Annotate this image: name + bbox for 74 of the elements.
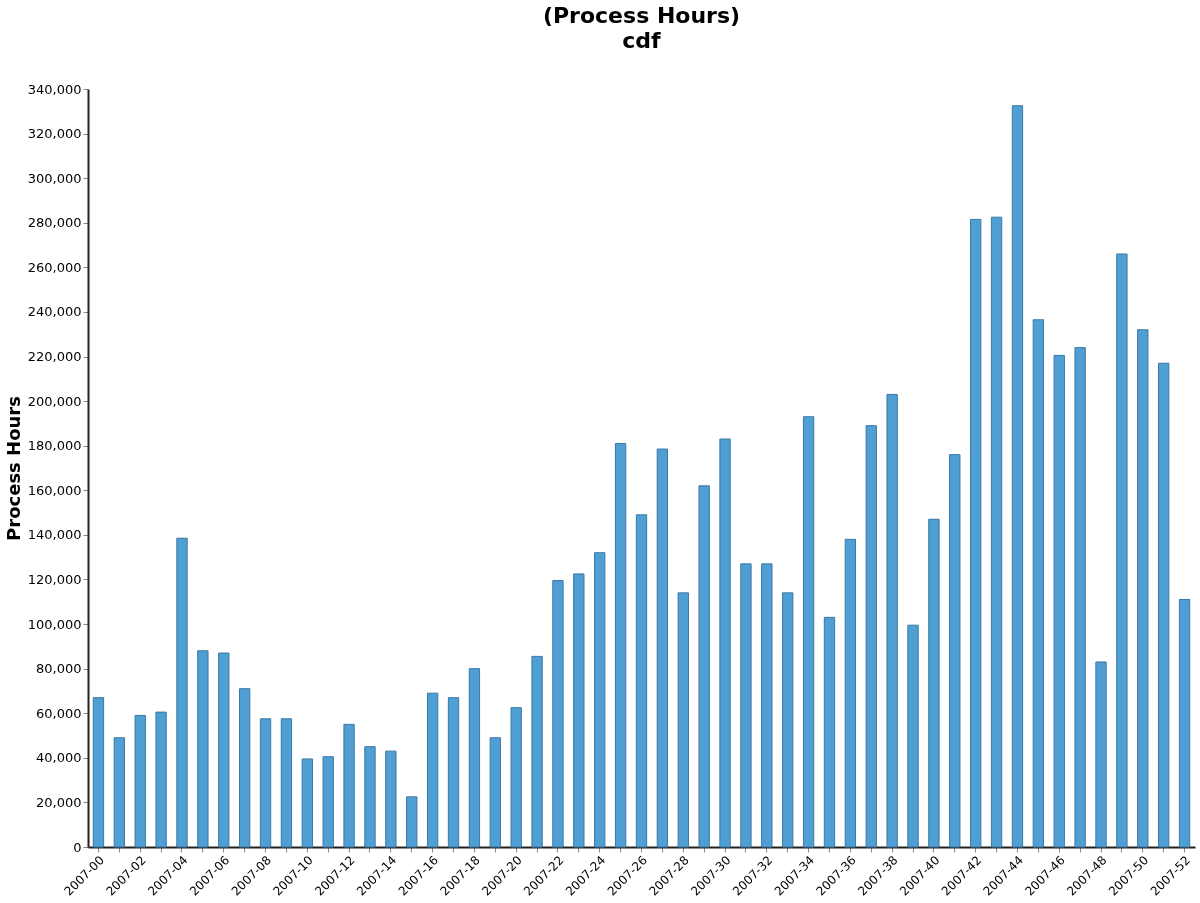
bar: [280, 718, 293, 848]
y-tick-label: 180,000: [27, 438, 82, 454]
bar: [1011, 105, 1024, 848]
y-tick-label: 160,000: [27, 482, 82, 498]
chart-subtitle: cdf: [622, 28, 662, 53]
bar: [155, 711, 167, 848]
y-tick-label: 40,000: [36, 750, 82, 766]
y-tick-label: 300,000: [27, 170, 82, 186]
bar: [970, 218, 982, 848]
bar: [1158, 362, 1170, 848]
bar: [949, 454, 961, 848]
bar: [886, 393, 898, 848]
bar: [1032, 319, 1045, 848]
bar: [844, 538, 857, 848]
bar: [740, 563, 752, 848]
bar: [364, 746, 376, 848]
bar: [656, 448, 669, 848]
y-tick-label: 140,000: [27, 527, 82, 543]
bar: [1178, 599, 1191, 848]
bar: [928, 518, 940, 848]
y-tick-label: 260,000: [27, 259, 82, 275]
bar: [259, 718, 272, 848]
bar: [510, 707, 522, 848]
bar: [1137, 329, 1149, 848]
chart-title: (Process Hours): [542, 3, 741, 28]
bar: [1074, 347, 1086, 848]
bar: [113, 737, 125, 848]
y-tick-label: 220,000: [27, 349, 82, 365]
bar: [322, 756, 334, 848]
bar: [218, 652, 230, 848]
bar: [865, 425, 877, 848]
bar: [134, 714, 146, 848]
bar: [343, 723, 355, 848]
y-tick-label: 200,000: [27, 393, 82, 409]
bar: [531, 655, 543, 848]
y-tick-label: 80,000: [36, 661, 82, 677]
bar: [238, 688, 251, 848]
bar: [635, 514, 648, 848]
y-tick-label: 20,000: [36, 794, 82, 810]
bar: [594, 552, 606, 848]
y-axis-title: Process Hours: [2, 396, 24, 541]
bar: [761, 563, 773, 848]
y-tick-label: 240,000: [27, 304, 82, 320]
y-tick-label: 280,000: [27, 215, 82, 231]
bar: [1053, 354, 1065, 848]
bar: [385, 750, 397, 848]
bar: [197, 650, 209, 848]
bar: [301, 758, 313, 848]
bar: [990, 216, 1003, 848]
y-tick-label: 60,000: [36, 705, 82, 721]
bar: [907, 624, 919, 848]
bar: [406, 796, 418, 848]
bar: [802, 416, 815, 848]
bar: [719, 438, 731, 848]
bar: [489, 737, 501, 848]
bar: [1116, 253, 1128, 848]
y-tick-label: 100,000: [27, 616, 82, 632]
y-tick-label: 0: [73, 839, 82, 855]
bar: [823, 616, 836, 848]
bar: [614, 442, 627, 848]
bar: [176, 537, 188, 848]
bar: [552, 580, 564, 848]
y-tick-label: 320,000: [27, 126, 82, 142]
bar: [447, 697, 460, 848]
bar: [573, 573, 585, 848]
bar: [1095, 661, 1107, 848]
bar: [782, 592, 794, 848]
bar: [698, 485, 710, 848]
bar: [426, 692, 439, 848]
y-tick-label: 120,000: [27, 571, 82, 587]
y-tick-label: 340,000: [27, 81, 82, 97]
bar: [468, 668, 481, 848]
bar: [677, 592, 689, 848]
bar: [92, 697, 105, 848]
